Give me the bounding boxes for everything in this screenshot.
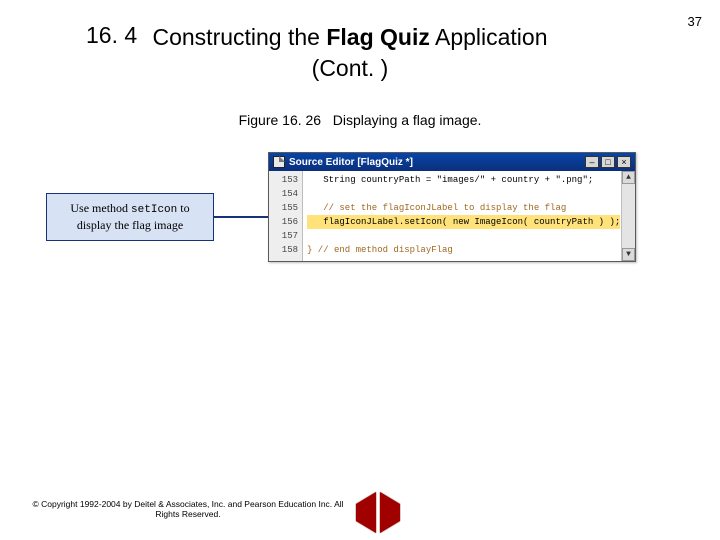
slide-title: 16. 4 Constructing the Flag Quiz Applica… bbox=[60, 22, 640, 84]
line-number-gutter: 153 154 155 156 157 158 bbox=[269, 171, 303, 261]
line-number: 156 bbox=[271, 215, 298, 229]
figure-text: Displaying a flag image. bbox=[333, 112, 482, 128]
callout-connector bbox=[214, 216, 268, 218]
line-number: 157 bbox=[271, 229, 298, 243]
callout-text-2: display the flag image bbox=[77, 218, 183, 232]
code-comment: // set the flagIconJLabel to display the… bbox=[307, 203, 566, 213]
line-number: 158 bbox=[271, 243, 298, 257]
title-suffix: Application bbox=[430, 24, 548, 50]
next-slide-button[interactable] bbox=[380, 504, 400, 522]
editor-title: Source Editor [FlagQuiz *] bbox=[289, 157, 413, 168]
document-icon bbox=[273, 156, 285, 168]
left-arrow-icon bbox=[356, 492, 376, 533]
code-highlight: flagIconJLabel.setIcon( new ImageIcon( c… bbox=[307, 215, 620, 229]
line-number: 153 bbox=[271, 173, 298, 187]
scroll-down-arrow-icon[interactable]: ▼ bbox=[622, 248, 635, 261]
slide-nav bbox=[356, 504, 400, 522]
copyright-footer: © Copyright 1992-2004 by Deitel & Associ… bbox=[28, 499, 348, 520]
vertical-scrollbar[interactable]: ▲ ▼ bbox=[621, 171, 635, 261]
callout-text-1: Use method bbox=[70, 201, 131, 215]
close-button[interactable]: × bbox=[617, 156, 631, 168]
line-number: 154 bbox=[271, 187, 298, 201]
section-number: 16. 4 bbox=[86, 22, 137, 49]
callout-box: Use method setIcon to display the flag i… bbox=[46, 193, 214, 241]
code-comment: } // end method displayFlag bbox=[307, 245, 453, 255]
title-bold: Flag Quiz bbox=[326, 24, 430, 50]
page-number: 37 bbox=[688, 14, 702, 29]
window-controls: – □ × bbox=[585, 156, 631, 168]
maximize-button[interactable]: □ bbox=[601, 156, 615, 168]
callout-text-1b: to bbox=[177, 201, 189, 215]
prev-slide-button[interactable] bbox=[356, 504, 376, 522]
code-area[interactable]: String countryPath = "images/" + country… bbox=[303, 171, 621, 261]
figure-label: Figure 16. 26 bbox=[239, 112, 322, 128]
minimize-button[interactable]: – bbox=[585, 156, 599, 168]
title-prefix: Constructing the bbox=[152, 24, 326, 50]
callout-mono: setIcon bbox=[131, 204, 177, 216]
editor-body: 153 154 155 156 157 158 String countryPa… bbox=[269, 171, 635, 261]
scroll-up-arrow-icon[interactable]: ▲ bbox=[622, 171, 635, 184]
code-line: String countryPath = "images/" + country… bbox=[307, 175, 593, 185]
source-editor-window: Source Editor [FlagQuiz *] – □ × 153 154… bbox=[268, 152, 636, 262]
figure-caption: Figure 16. 26 Displaying a flag image. bbox=[0, 112, 720, 128]
editor-titlebar[interactable]: Source Editor [FlagQuiz *] – □ × bbox=[269, 153, 635, 171]
title-line-1: Constructing the Flag Quiz Application bbox=[60, 22, 640, 53]
right-arrow-icon bbox=[380, 492, 400, 533]
line-number: 155 bbox=[271, 201, 298, 215]
title-line-2: (Cont. ) bbox=[60, 53, 640, 84]
